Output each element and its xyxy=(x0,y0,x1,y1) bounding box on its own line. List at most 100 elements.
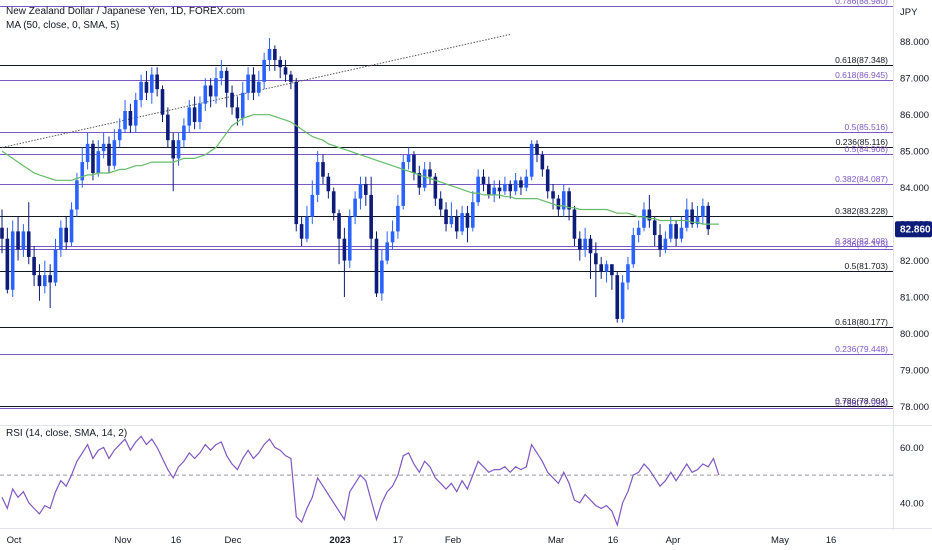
ascending-trendline xyxy=(1,33,511,148)
main-panel[interactable] xyxy=(0,0,932,530)
candle-body xyxy=(96,151,101,174)
chart-title: New Zealand Dollar / Japanese Yen, 1D, F… xyxy=(6,6,245,17)
candle-body xyxy=(460,213,464,232)
candle-body xyxy=(556,198,561,210)
price-tick-label: 82.000 xyxy=(900,256,929,267)
candle-body xyxy=(203,85,208,104)
candle-body xyxy=(545,169,550,192)
candle-body xyxy=(690,209,694,225)
last-price-label: 82.860 xyxy=(900,225,931,236)
candle-body xyxy=(385,242,389,261)
fib-level-label: 0.5(85.516) xyxy=(845,122,889,132)
candle-body xyxy=(64,227,68,243)
candle-body xyxy=(358,183,363,199)
price-tick-label: 84.000 xyxy=(900,183,929,194)
fib-level-label: 0.618(86.945) xyxy=(835,70,888,80)
candle-body xyxy=(364,183,368,195)
time-tick-label: Oct xyxy=(7,535,22,546)
candle-body xyxy=(380,260,384,294)
time-tick-label: Dec xyxy=(225,535,242,546)
time-tick-label: Feb xyxy=(445,535,461,546)
candle-body xyxy=(299,224,304,239)
candle-body xyxy=(182,125,186,141)
candle-body xyxy=(257,81,261,93)
fib-level-label: 0.382(84.087) xyxy=(835,174,888,184)
candle-body xyxy=(48,275,52,283)
candle-body xyxy=(396,205,400,232)
candle-body xyxy=(139,81,143,101)
candle-body xyxy=(315,162,320,195)
time-axis[interactable]: Oct Nov 16 Dec 2023 17 Feb Mar 16 Apr May 16 xyxy=(0,528,932,547)
candle-body xyxy=(117,129,122,141)
candle-body xyxy=(80,162,85,181)
candle-body xyxy=(21,231,26,250)
candle-body xyxy=(326,176,331,192)
candle-body xyxy=(535,143,539,155)
candle-body xyxy=(454,216,459,232)
fibonacci-levels: 0.786(88.980) 0.618(87.348) 0.618(86.945) 0… xyxy=(0,0,893,409)
candle-body xyxy=(406,154,411,163)
candle-body xyxy=(278,59,282,68)
candle-body xyxy=(230,92,234,108)
price-axis[interactable]: 88.00087.00086.00085.00084.00083.00082.0… xyxy=(900,37,929,413)
rsi-panel[interactable]: 60.00 40.00 xyxy=(0,435,924,528)
time-tick-label: Nov xyxy=(115,535,132,546)
price-tick-label: 80.000 xyxy=(900,329,929,340)
candle-body xyxy=(267,48,272,60)
candle-body xyxy=(599,264,603,272)
candle-body xyxy=(685,209,689,228)
candle-body xyxy=(428,169,432,177)
time-tick-label: 16 xyxy=(608,535,619,546)
candle-body xyxy=(594,253,598,265)
candle-body xyxy=(551,191,555,199)
candle-body xyxy=(192,107,197,122)
candle-body xyxy=(583,238,587,250)
candle-body xyxy=(107,143,111,166)
candle-body xyxy=(588,238,593,254)
time-tick-label: 2023 xyxy=(329,535,350,546)
candle-body xyxy=(492,187,496,195)
price-tick-label: 85.000 xyxy=(900,147,929,158)
candle-body xyxy=(321,162,325,177)
fib-level-label: 0.236(85.116) xyxy=(836,137,888,147)
candle-body xyxy=(283,67,288,75)
candle-body xyxy=(123,111,127,130)
candle-body xyxy=(337,213,341,239)
time-tick-label: 17 xyxy=(393,535,404,546)
candle-body xyxy=(679,227,684,239)
ma-legend-label: MA (50, close, 0, SMA, 5) xyxy=(6,20,119,31)
candle-body xyxy=(668,224,673,239)
candle-body xyxy=(417,173,422,188)
candle-body xyxy=(101,143,106,152)
candle-body xyxy=(160,89,165,115)
price-tick-label: 87.000 xyxy=(900,74,929,85)
candle-body xyxy=(219,70,224,79)
candle-body xyxy=(240,92,245,119)
candle-body xyxy=(401,162,406,206)
price-tick-label: 88.000 xyxy=(900,37,929,48)
candle-body xyxy=(208,85,213,97)
candle-body xyxy=(187,107,192,126)
candle-body xyxy=(508,183,513,192)
candle-body xyxy=(166,114,170,141)
candle-body xyxy=(59,227,63,250)
candle-body xyxy=(128,111,133,126)
candle-body xyxy=(444,209,448,225)
candle-body xyxy=(69,209,74,243)
fib-level-label: 0.786(77.958) xyxy=(835,398,888,408)
candle-body xyxy=(75,180,79,210)
candle-body xyxy=(561,191,566,210)
candle-body xyxy=(412,154,416,174)
candle-body xyxy=(0,227,4,239)
last-price-box xyxy=(895,221,932,238)
price-tick-label: 86.000 xyxy=(900,110,929,121)
time-tick-label: May xyxy=(771,535,789,546)
rsi-line xyxy=(1,435,720,528)
candle-body xyxy=(342,238,347,261)
ma50-line xyxy=(1,114,719,225)
fib-level-label: 0.382(82.408) xyxy=(835,236,888,246)
candle-body xyxy=(331,191,336,214)
fib-level-label: 0.382(83.228) xyxy=(835,206,888,216)
price-tick-label: 81.000 xyxy=(900,293,929,304)
